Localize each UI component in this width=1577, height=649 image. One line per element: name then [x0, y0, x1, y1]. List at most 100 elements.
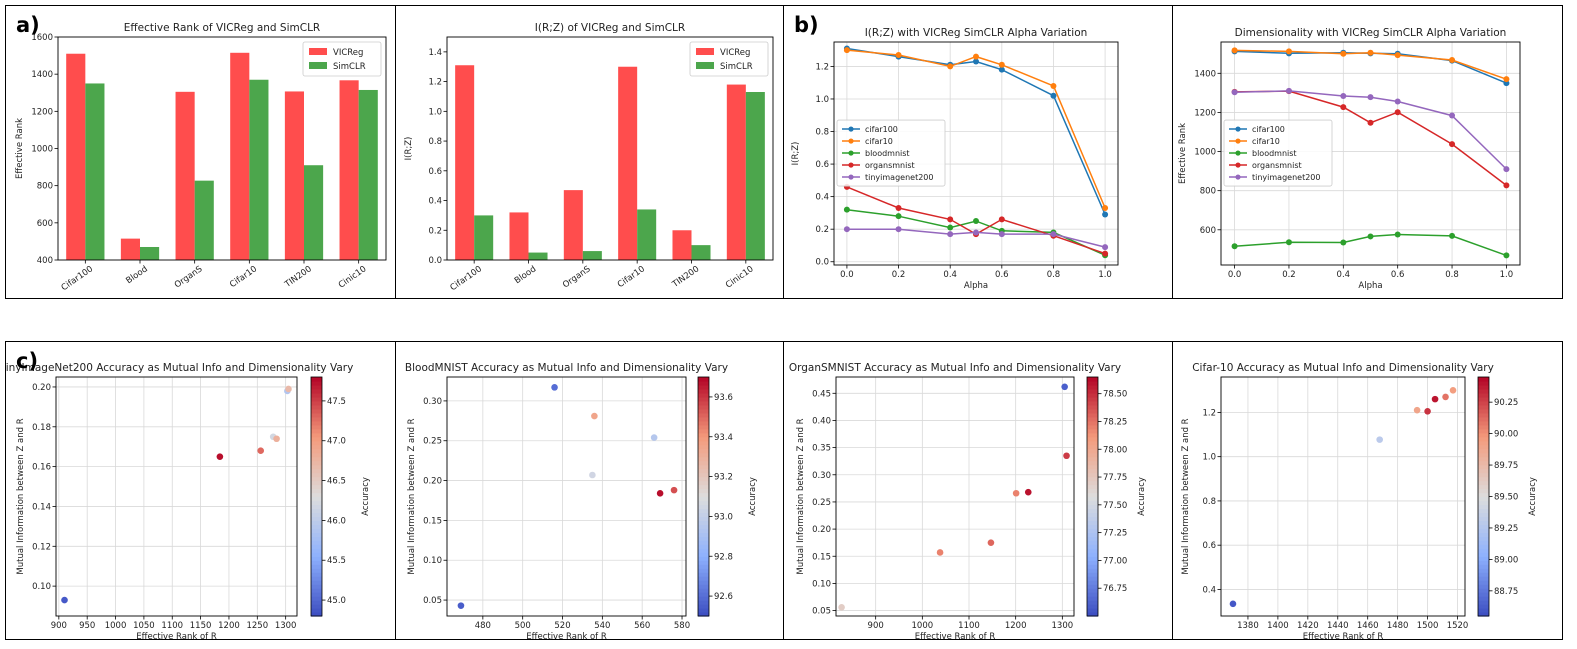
colorbar-band [1478, 604, 1489, 609]
chart-svg-scatter-blood: BloodMNIST Accuracy as Mutual Info and D… [405, 362, 758, 639]
colorbar-band [698, 400, 709, 406]
colorbar-band [1087, 544, 1098, 549]
colorbar-band [1478, 556, 1489, 561]
colorbar-band [698, 552, 709, 557]
colorbar-band [311, 592, 322, 597]
legend-marker [848, 162, 854, 168]
y-tick-label: 0.10 [423, 556, 442, 566]
colorbar-band [1087, 580, 1098, 585]
colorbar-band [1087, 400, 1098, 406]
colorbar-band [1478, 560, 1489, 565]
colorbar-tick-label: 77.75 [1103, 473, 1127, 483]
colorbar-band [1087, 476, 1098, 482]
colorbar-band [1087, 608, 1098, 613]
x-tick-label: Cifar100 [448, 264, 483, 293]
colorbar-band [1087, 520, 1098, 525]
series-point-tinyimagenet200 [947, 231, 954, 238]
colorbar-band [311, 424, 322, 430]
y-tick-label: 0.05 [423, 596, 442, 606]
colorbar-band [1478, 516, 1489, 521]
colorbar-band [1478, 452, 1489, 458]
colorbar-band [1478, 412, 1489, 418]
y-tick-label: 0.0 [428, 256, 442, 266]
colorbar-band [311, 608, 322, 613]
colorbar-band [1087, 380, 1098, 386]
series-point-cifar10 [843, 47, 850, 54]
colorbar-band [1478, 512, 1489, 518]
y-axis-label: Mutual Information between Z and R [407, 418, 417, 574]
colorbar-band [698, 568, 709, 573]
x-tick-label: Blood [513, 264, 538, 286]
colorbar-band [311, 496, 322, 502]
x-tick-label: 1420 [1297, 621, 1319, 631]
series-point-tinyimagenet200 [1340, 92, 1347, 99]
colorbar-band [311, 552, 322, 557]
x-tick-label: 1200 [1005, 621, 1027, 631]
x-tick-label: 0.8 [1445, 270, 1459, 280]
x-tick-label: 500 [515, 621, 531, 631]
scatter-point [1449, 386, 1457, 394]
bar-simclr [249, 79, 269, 260]
colorbar-band [698, 532, 709, 537]
colorbar-band [311, 432, 322, 438]
series-point-bloodmnist [843, 206, 850, 213]
colorbar-band [1087, 444, 1098, 450]
colorbar-band [1087, 416, 1098, 422]
bar-simclr [582, 251, 602, 260]
x-tick-label: 1000 [105, 621, 127, 631]
colorbar-band [1087, 484, 1098, 490]
scatter-point [1024, 488, 1032, 496]
colorbar-band [1478, 377, 1489, 382]
colorbar-band [698, 380, 709, 386]
colorbar-band [1478, 476, 1489, 482]
y-tick-label: 0.40 [812, 416, 831, 426]
colorbar-band [698, 572, 709, 577]
colorbar-band [698, 592, 709, 597]
colorbar-tick-label: 89.25 [1494, 524, 1518, 534]
bar-simclr [745, 92, 765, 260]
colorbar-band [1478, 532, 1489, 537]
colorbar-band [1478, 536, 1489, 541]
colorbar-band [1478, 416, 1489, 422]
colorbar-tick-label: 92.8 [714, 552, 733, 562]
scatter-point [1376, 436, 1383, 443]
chart-title: Dimensionality with VICReg SimCLR Alpha … [1235, 27, 1507, 39]
series-point-bloodmnist [1503, 252, 1510, 259]
x-tick-label: OrganS [561, 264, 592, 290]
x-tick-label: 1500 [1417, 621, 1439, 631]
colorbar-band [311, 400, 322, 406]
series-point-tinyimagenet200 [843, 226, 850, 233]
colorbar-band [1478, 540, 1489, 545]
axes-frame [833, 41, 1119, 266]
colorbar-band [311, 460, 322, 466]
colorbar-band [311, 524, 322, 529]
colorbar-band [1087, 408, 1098, 414]
colorbar-tick-label: 77.50 [1103, 501, 1127, 511]
bar-vicreg [175, 91, 195, 260]
y-tick-label: 1400 [31, 70, 53, 80]
colorbar-band [698, 468, 709, 474]
colorbar-band [1087, 592, 1098, 597]
colorbar-band [1087, 536, 1098, 541]
bar-simclr [358, 89, 378, 261]
colorbar-tick-label: 90.25 [1494, 398, 1518, 408]
colorbar-band [1478, 408, 1489, 414]
x-tick-label: 580 [674, 621, 690, 631]
y-tick-label: 0.6 [428, 167, 442, 177]
series-point-cifar10 [1285, 48, 1292, 55]
axes-frame [446, 376, 687, 617]
scatter-point [1012, 489, 1020, 497]
series-point-bloodmnist [895, 213, 902, 220]
bar-simclr [304, 165, 324, 260]
colorbar-band [311, 576, 322, 581]
legend-swatch [696, 62, 714, 69]
y-tick-label: 0.20 [32, 383, 51, 393]
y-tick-label: 0.12 [32, 542, 51, 552]
colorbar-band [1478, 428, 1489, 434]
y-tick-label: 0.25 [812, 498, 831, 508]
scatter-point [591, 412, 598, 420]
colorbar-tick-label: 93.6 [714, 393, 733, 403]
legend-marker [1235, 150, 1241, 156]
chart-title: TinyImageNet200 Accuracy as Mutual Info … [6, 362, 353, 374]
x-tick-label: 1380 [1237, 621, 1259, 631]
